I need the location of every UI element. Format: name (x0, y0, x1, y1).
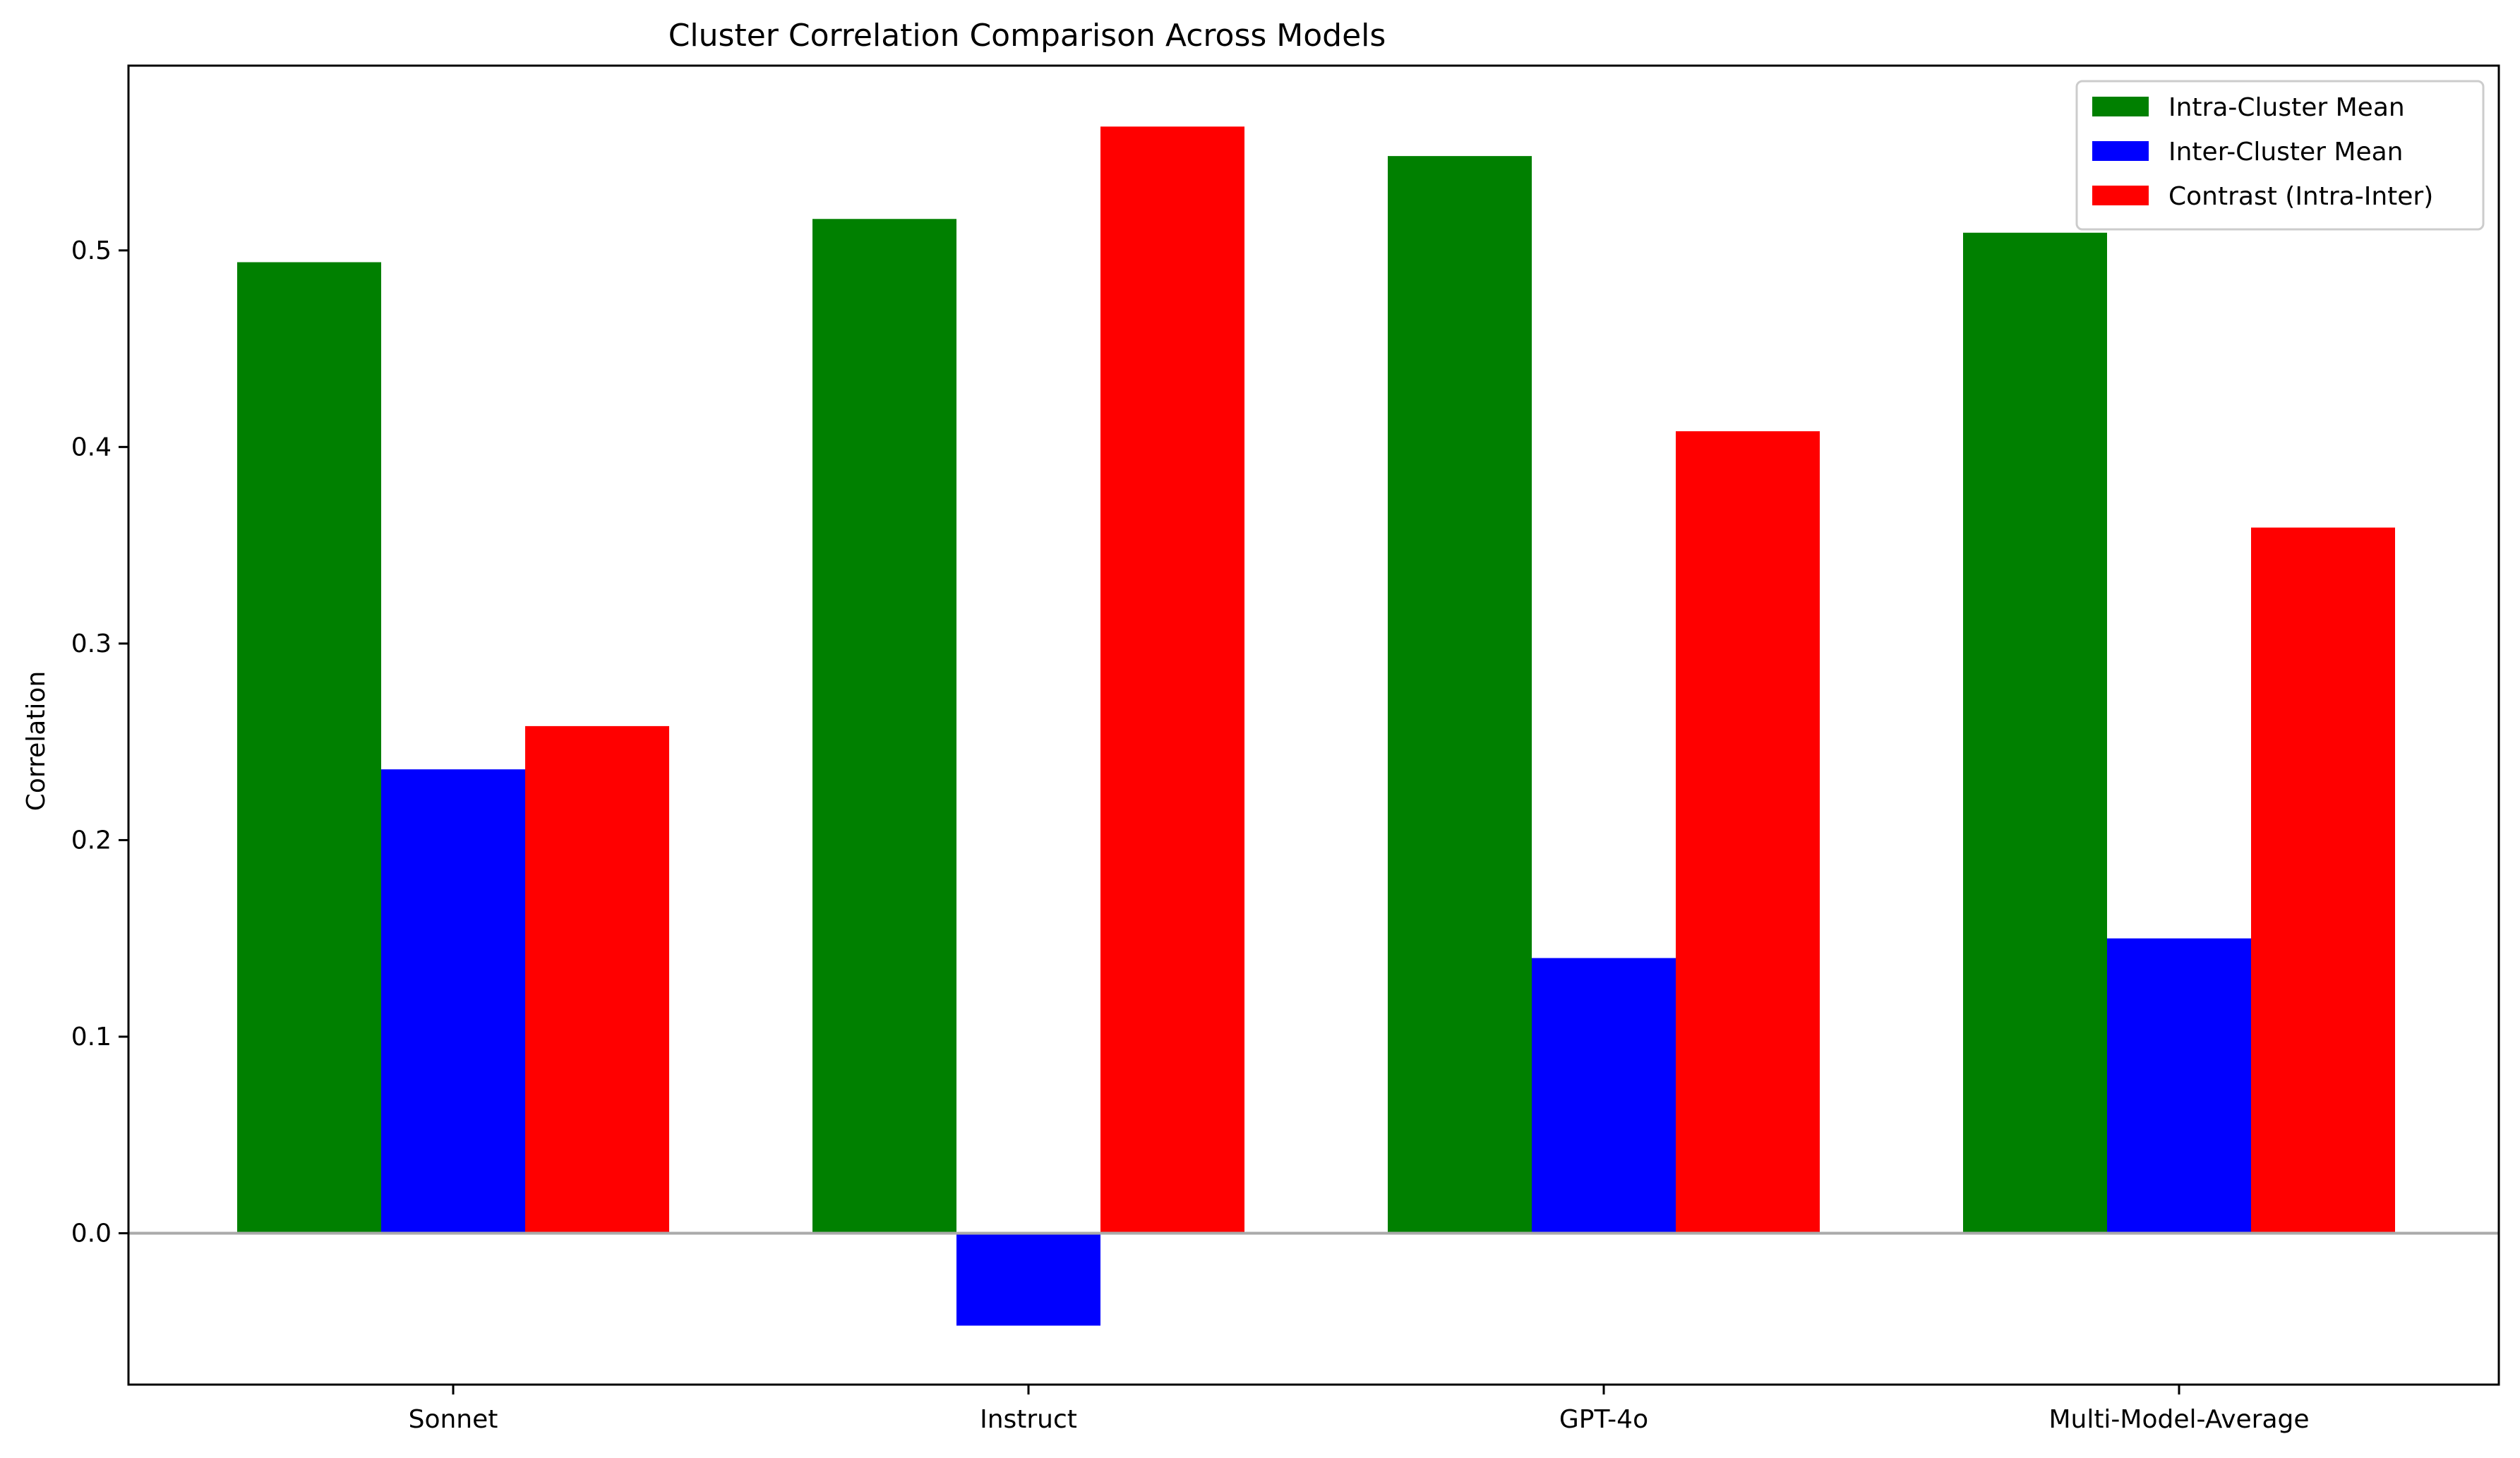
bar-inter-cluster-mean-gpt-4o (1532, 958, 1676, 1234)
bar-contrast-intra-inter--multi-model-average (2251, 527, 2395, 1234)
legend-frame (2075, 80, 2485, 231)
chart-title: Cluster Correlation Comparison Across Mo… (668, 18, 1386, 54)
legend-label: Inter-Cluster Mean (2168, 138, 2404, 167)
y-tick-label: 0.5 (71, 236, 112, 265)
bar-inter-cluster-mean-instruct (956, 1233, 1100, 1326)
legend-label: Intra-Cluster Mean (2168, 93, 2405, 122)
bar-contrast-intra-inter--gpt-4o (1676, 431, 1820, 1234)
bar-inter-cluster-mean-multi-model-average (2107, 938, 2251, 1234)
bar-intra-cluster-mean-sonnet (237, 262, 381, 1234)
y-axis: 0.0 0.1 0.2 0.3 0.4 0.5 (71, 236, 128, 1248)
bar-contrast-intra-inter--instruct (1100, 126, 1244, 1234)
x-tick-label: Instruct (980, 1405, 1077, 1434)
bar-contrast-intra-inter--sonnet (525, 725, 669, 1234)
legend-label: Contrast (Intra-Inter) (2168, 182, 2433, 211)
x-axis: Sonnet Instruct GPT-4o Multi-Model-Average (409, 1385, 2310, 1434)
x-tick-label: GPT-4o (1559, 1405, 1648, 1434)
y-tick-label: 0.3 (71, 629, 112, 658)
legend-swatch (2092, 186, 2149, 205)
y-tick-label: 0.4 (71, 433, 112, 462)
legend: Intra-Cluster Mean Inter-Cluster Mean Cont… (2075, 80, 2485, 231)
x-tick-label: Sonnet (409, 1405, 498, 1434)
y-axis-label: Correlation (22, 671, 51, 812)
legend-swatch (2092, 141, 2149, 161)
bar-inter-cluster-mean-sonnet (381, 769, 525, 1234)
y-tick-label: 0.2 (71, 826, 112, 855)
y-tick-label: 0.1 (71, 1023, 112, 1052)
legend-swatch (2092, 97, 2149, 116)
y-tick-label: 0.0 (71, 1219, 112, 1248)
bar-intra-cluster-mean-multi-model-average (1963, 232, 2107, 1234)
plot-frame (127, 64, 2500, 1386)
x-tick-label: Multi-Model-Average (2048, 1405, 2309, 1434)
bar-intra-cluster-mean-gpt-4o (1388, 156, 1532, 1234)
bars-group (237, 126, 2395, 1326)
bar-intra-cluster-mean-instruct (812, 219, 956, 1234)
